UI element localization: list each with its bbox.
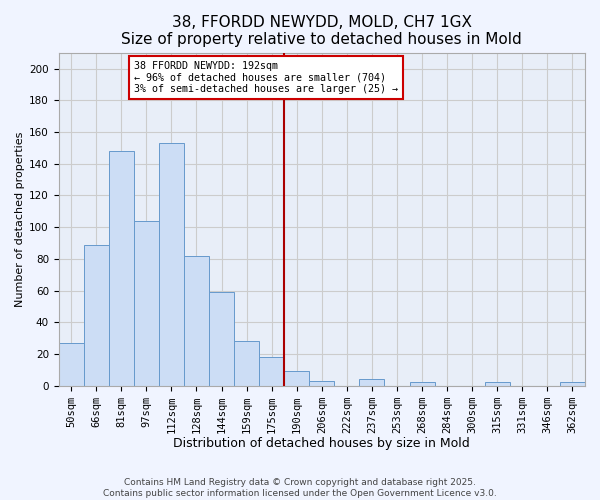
Bar — [84, 244, 109, 386]
Bar — [410, 382, 434, 386]
Text: 38 FFORDD NEWYDD: 192sqm
← 96% of detached houses are smaller (704)
3% of semi-d: 38 FFORDD NEWYDD: 192sqm ← 96% of detach… — [134, 60, 398, 94]
Y-axis label: Number of detached properties: Number of detached properties — [15, 132, 25, 307]
Bar — [134, 221, 159, 386]
Bar — [184, 256, 209, 386]
Bar — [284, 372, 309, 386]
Bar — [259, 357, 284, 386]
Bar — [159, 143, 184, 386]
Bar — [234, 341, 259, 386]
Bar — [109, 151, 134, 386]
Bar — [309, 381, 334, 386]
Title: 38, FFORDD NEWYDD, MOLD, CH7 1GX
Size of property relative to detached houses in: 38, FFORDD NEWYDD, MOLD, CH7 1GX Size of… — [121, 15, 522, 48]
Bar — [209, 292, 234, 386]
Bar — [485, 382, 510, 386]
Bar — [359, 380, 385, 386]
Text: Contains HM Land Registry data © Crown copyright and database right 2025.
Contai: Contains HM Land Registry data © Crown c… — [103, 478, 497, 498]
Bar — [560, 382, 585, 386]
Bar — [59, 343, 84, 386]
X-axis label: Distribution of detached houses by size in Mold: Distribution of detached houses by size … — [173, 437, 470, 450]
